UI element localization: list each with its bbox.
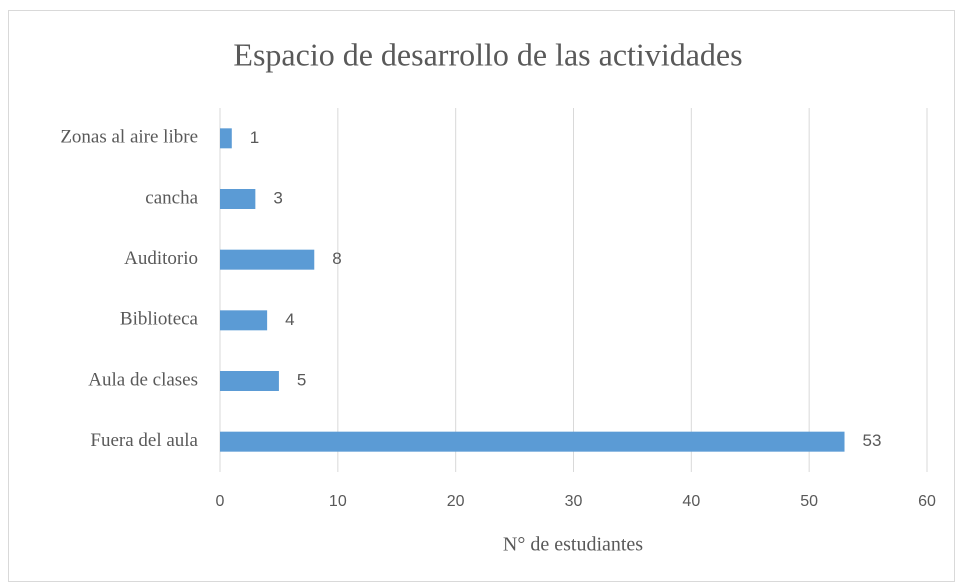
bar [220,431,845,452]
bar [220,310,268,331]
value-label: 5 [297,370,306,389]
x-tick-label: 40 [682,493,700,510]
x-tick-label: 20 [447,493,465,510]
x-tick-label: 50 [800,493,818,510]
x-tick-label: 0 [216,493,225,510]
x-tick-label: 10 [329,493,347,510]
value-label: 53 [863,431,882,450]
value-label: 4 [285,310,294,329]
y-tick-label: Zonas al aire libre [60,127,198,148]
x-axis-label: N° de estudiantes [503,534,643,556]
y-tick-label: Fuera del aula [90,430,198,451]
bar [220,189,256,209]
x-tick-label: 60 [918,493,936,510]
bar [220,249,315,270]
chart-title: Espacio de desarrollo de las actividades [233,36,742,72]
y-tick-label: Auditorio [124,248,198,269]
value-label: 1 [250,128,259,147]
bar [220,128,232,149]
y-tick-label: Aula de clases [88,369,198,390]
x-tick-label: 30 [565,493,583,510]
y-tick-label: cancha [145,187,198,208]
chart-frame [8,10,955,582]
value-label: 3 [273,188,282,207]
y-tick-label: Biblioteca [120,309,199,330]
value-label: 8 [332,249,341,268]
bar [220,371,279,391]
